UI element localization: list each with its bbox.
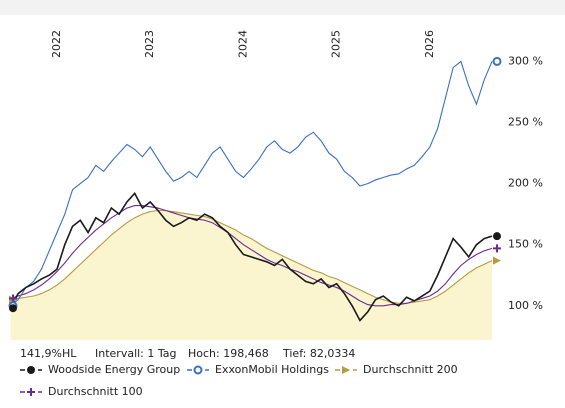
marker [493,256,501,265]
line [10,209,493,304]
marker [493,244,501,253]
line [9,192,493,322]
y-tick-label: 100 % [508,299,543,312]
legend-label: ExxonMobil Holdings [215,363,329,376]
legend-label: Durchschnitt 100 [48,385,143,398]
area [10,210,493,340]
info-text: Intervall: 1 Tag [95,347,177,360]
marker [492,56,502,66]
legend-label: Durchschnitt 200 [363,363,458,376]
legend-item: ExxonMobil Holdings [187,363,329,376]
x-tick-label: 2024 [236,30,249,58]
x-tick-label: 2022 [50,30,63,58]
y-tick-label: 200 % [508,177,543,190]
legend-item: Durchschnitt 100 [20,385,143,398]
y-tick-label: 250 % [508,116,543,129]
info-text: Hoch: 198,468 [188,347,269,360]
x-tick-label: 2025 [330,30,343,58]
top-strip [0,0,565,15]
legend-item: Woodside Energy Group [20,363,180,376]
info-text: 141,9%HL [20,347,77,360]
x-tick-label: 2023 [143,30,156,58]
info-bar: 141,9%HL Intervall: 1 Tag Hoch: 198,468 … [20,347,355,360]
x-tick-label: 2026 [423,30,436,58]
marker [9,304,17,313]
marker [9,294,17,303]
legend-item: Durchschnitt 200 [335,363,458,376]
legend-marker [193,365,203,375]
legend-marker [342,366,350,374]
legend-label: Woodside Energy Group [48,363,180,376]
legend-marker [27,366,35,374]
marker [493,232,501,241]
y-tick-label: 300 % [508,54,543,67]
line [10,60,493,307]
info-text: Tief: 82,0334 [282,347,355,360]
line [10,205,493,307]
legend-marker [27,388,35,396]
y-tick-label: 150 % [508,238,543,251]
